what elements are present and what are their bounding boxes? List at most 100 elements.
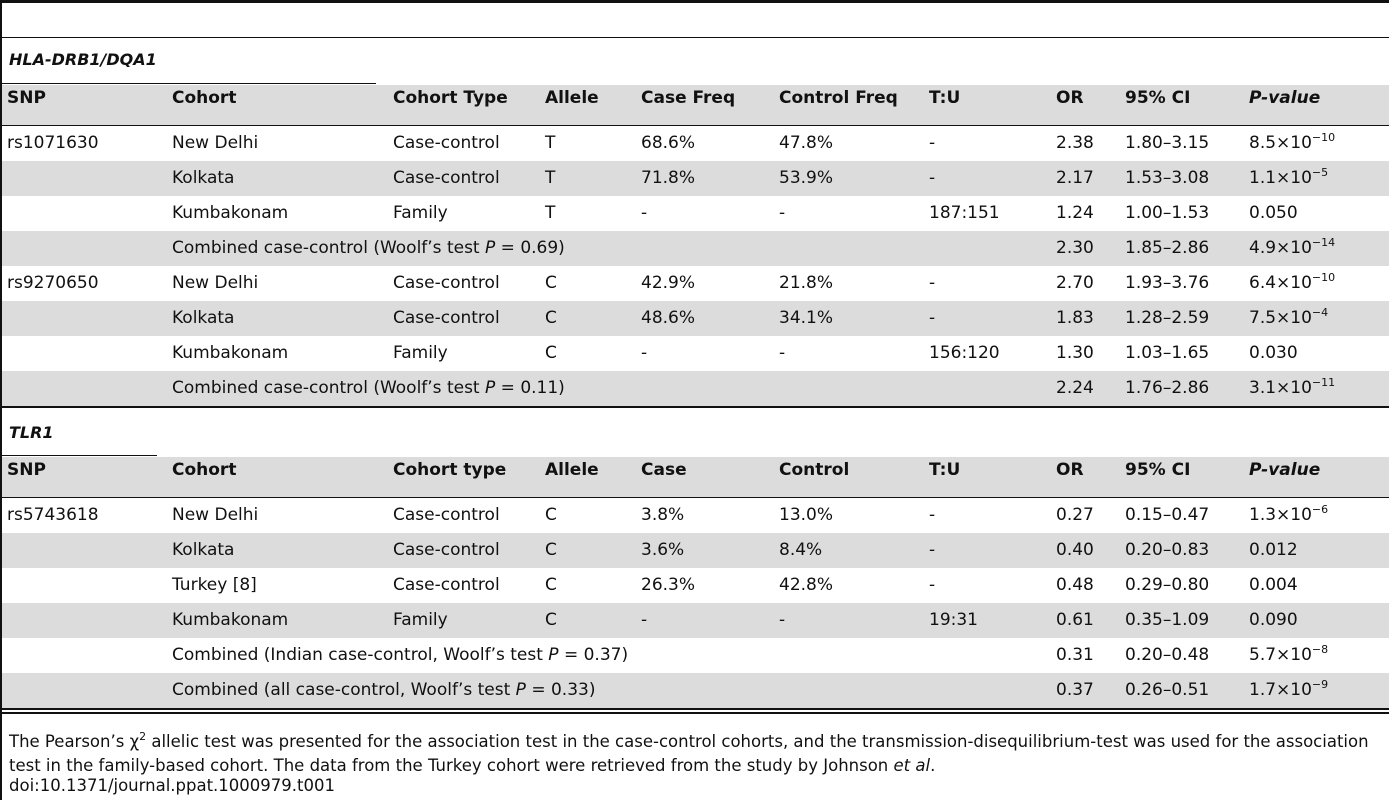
cell-allele: T [545,203,556,223]
cell-p-value: 1.7×10−9 [1249,679,1328,700]
cell-type: Family [393,610,448,630]
cell-tu: - [929,308,936,328]
doi-line: doi:10.1371/journal.ppat.1000979.t001 [9,776,335,795]
p-value-exponent: −5 [1311,166,1329,179]
cell-tu: - [929,505,936,525]
cell-or: 1.24 [1056,203,1094,223]
cell-type: Family [393,343,448,363]
cell-type: Case-control [393,133,500,153]
column-header-p: P-value [1249,460,1321,480]
cell-tu: - [929,575,936,595]
footnote-superscript: 2 [139,730,147,743]
cell-snp: rs1071630 [7,133,99,153]
footnote-text-start: The Pearson’s χ [9,732,140,751]
p-value-exponent: −8 [1311,643,1329,656]
cell-case: 48.6% [641,308,696,328]
p-value-base: 8.5×10 [1249,133,1312,153]
cell-snp: rs9270650 [7,273,99,293]
cell-cohort: Kumbakonam [172,610,289,630]
column-header-ci: 95% CI [1125,88,1191,108]
cell-ci: 0.35–1.09 [1125,610,1210,630]
p-value-base: 1.1×10 [1249,168,1312,188]
footnote-end: . [930,756,936,775]
p-value-exponent: −10 [1311,131,1336,144]
column-header-cohort: Cohort [172,460,237,480]
p-value-base: 0.050 [1249,203,1298,223]
cell-allele: C [545,575,557,595]
p-value-exponent: −11 [1311,376,1336,389]
cell-ci: 0.20–0.48 [1125,645,1210,665]
cell-p-value: 1.3×10−6 [1249,503,1329,525]
cell-tu: - [929,133,936,153]
column-header-case: Case Freq [641,88,736,108]
cell-tu: 187:151 [929,203,1000,223]
cell-type: Case-control [393,540,500,560]
column-header-or: OR [1056,88,1084,108]
cell-control: 34.1% [779,308,834,328]
cell-case: - [641,343,648,363]
table-row: Turkey [8] Case-control C 26.3% 42.8% - 0.48 0.… [2,568,1389,603]
cell-allele: C [545,610,557,630]
column-header-control: Control Freq [779,88,898,108]
p-value-base: 0.030 [1249,343,1298,363]
p-value-exponent: −10 [1311,271,1336,284]
header-bottom-rule [0,497,1389,498]
cell-control: 8.4% [779,540,823,560]
column-header-tu: T:U [929,88,961,108]
cell-allele: T [545,168,556,188]
column-header-cohort: Cohort [172,88,237,108]
cell-snp: rs5743618 [7,505,99,525]
cell-combined: Combined case-control (Woolf’s test P = … [172,238,565,258]
cell-control: - [779,203,786,223]
cell-or: 0.61 [1056,610,1094,630]
cell-or: 0.31 [1056,645,1094,665]
cell-p-value: 0.004 [1249,575,1298,595]
cell-tu: 156:120 [929,343,1000,363]
cell-p-value: 6.4×10−10 [1249,271,1336,293]
cell-allele: C [545,540,557,560]
header-bottom-rule [0,125,1389,126]
cell-or: 0.48 [1056,575,1094,595]
column-header-tu: T:U [929,460,961,480]
combined-p-symbol: P [485,378,496,398]
cell-or: 2.38 [1056,133,1094,153]
table-row: rs5743618 New Delhi Case-control C 3.8% 13.0%… [2,498,1389,533]
cell-control: - [779,610,786,630]
header-row: SNP Cohort Cohort type Allele Case Control T:U… [2,457,1389,497]
cell-case: 42.9% [641,273,696,293]
cell-or: 2.24 [1056,378,1094,398]
combined-p-value: = 0.33) [525,680,596,700]
table-row: Combined case-control (Woolf’s test P = … [2,371,1389,406]
combined-text: Combined (Indian case-control, Woolf’s t… [172,645,549,665]
p-value-base: 1.7×10 [1249,680,1312,700]
table-row: Combined (all case-control, Woolf’s test… [2,673,1389,708]
cell-cohort: New Delhi [172,133,259,153]
header-row: SNP Cohort Cohort Type Allele Case Freq Contr… [2,85,1389,125]
cell-p-value: 3.1×10−11 [1249,376,1336,398]
column-header-or: OR [1056,460,1084,480]
cell-or: 2.70 [1056,273,1094,293]
cell-or: 1.83 [1056,308,1094,328]
p-value-base: 0.090 [1249,610,1298,630]
cell-control: 53.9% [779,168,834,188]
column-header-p: P-value [1249,88,1321,108]
footnote-etal: et al [893,756,931,775]
combined-p-value: = 0.11) [495,378,565,398]
cell-allele: T [545,133,556,153]
p-value-exponent: −6 [1311,503,1329,516]
p-value-base: 4.9×10 [1249,238,1312,258]
p-value-base: 0.004 [1249,575,1298,595]
cell-combined: Combined (all case-control, Woolf’s test… [172,680,595,700]
p-value-base: 0.012 [1249,540,1298,560]
column-header-snp: SNP [7,460,46,480]
p-value-base: 6.4×10 [1249,273,1312,293]
cell-control: 47.8% [779,133,834,153]
cell-allele: C [545,273,557,293]
cell-ci: 0.15–0.47 [1125,505,1210,525]
cell-ci: 1.93–3.76 [1125,273,1210,293]
combined-p-symbol: P [515,680,526,700]
table-row: rs1071630 New Delhi Case-control T 68.6% 47.8… [2,126,1389,161]
combined-text: Combined case-control (Woolf’s test [172,378,485,398]
combined-p-symbol: P [485,238,496,258]
cell-type: Case-control [393,308,500,328]
